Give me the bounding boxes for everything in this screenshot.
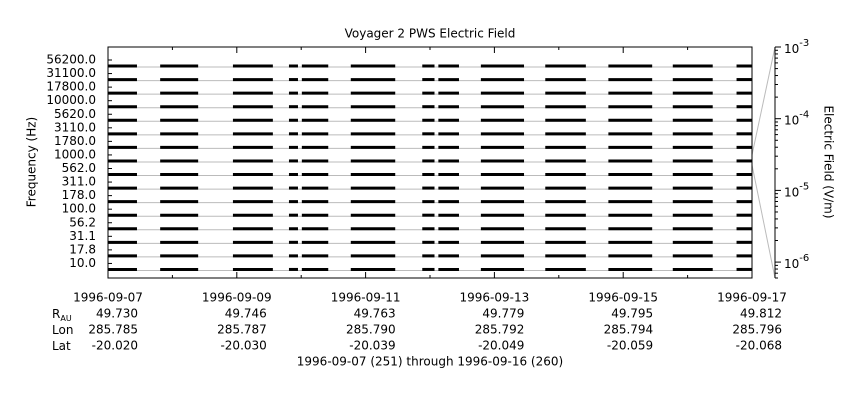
ephemeris-value: -20.039 [349, 339, 395, 353]
y-tick-label: 31.1 [69, 229, 96, 243]
y2-tick-label: 10-6 [784, 253, 809, 271]
ephemeris-value: 285.790 [346, 323, 396, 337]
x-tick-label: 1996-09-11 [331, 291, 401, 305]
ephemeris-value: 285.785 [88, 323, 138, 337]
ephemeris-value: -20.030 [220, 339, 266, 353]
y-tick-label: 17800.0 [46, 80, 96, 94]
x-tick-label: 1996-09-17 [717, 291, 787, 305]
ephemeris-value: -20.059 [607, 339, 653, 353]
y2-tick-exponent: -5 [799, 181, 809, 192]
ephemeris-value: 49.730 [96, 307, 138, 321]
y2-tick-base: 10 [784, 113, 799, 127]
ephemeris-value: -20.068 [736, 339, 782, 353]
ephemeris-label-text: Lat [52, 339, 71, 353]
y2-axis-label: Electric Field (V/m) [822, 105, 836, 218]
y-tick-label: 10.0 [69, 256, 96, 270]
y-tick-label: 1780.0 [54, 134, 96, 148]
ephemeris-value: 285.794 [604, 323, 654, 337]
y-tick-label: 562.0 [62, 161, 96, 175]
ephemeris-value: 49.795 [611, 307, 653, 321]
scale-connector [751, 46, 776, 156]
y-axis-label: Frequency (Hz) [25, 117, 39, 208]
y2-tick-exponent: -3 [799, 38, 809, 49]
chart-title: Voyager 2 PWS Electric Field [345, 27, 516, 41]
ephemeris-value: -20.049 [478, 339, 524, 353]
ephemeris-value: 49.763 [354, 307, 396, 321]
scale-connector [751, 164, 776, 279]
x-tick-label: 1996-09-13 [460, 291, 530, 305]
y-tick-label: 3110.0 [54, 120, 96, 134]
y-tick-label: 5620.0 [54, 107, 96, 121]
footer: 1996-09-07 (251) through 1996-09-16 (260… [297, 355, 563, 369]
y-tick-label: 17.8 [69, 242, 96, 256]
y-tick-label: 56200.0 [46, 53, 96, 67]
ephemeris-value: -20.020 [92, 339, 138, 353]
ephemeris-label-sub: AU [60, 314, 71, 323]
y2-tick-label: 10-4 [784, 110, 809, 128]
y-tick-label: 178.0 [62, 188, 96, 202]
y-tick-label: 311.0 [62, 175, 96, 189]
y2-tick-base: 10 [784, 185, 799, 199]
y-tick-label: 56.2 [69, 215, 96, 229]
y2-tick-base: 10 [784, 42, 799, 56]
y-tick-label: 31100.0 [46, 66, 96, 80]
y2-tick-label: 10-3 [784, 38, 809, 56]
ephemeris-value: 285.792 [475, 323, 525, 337]
ephemeris-value: 49.746 [225, 307, 267, 321]
y-tick-label: 1000.0 [54, 147, 96, 161]
ephemeris-value: 49.812 [740, 307, 782, 321]
y-tick-label: 100.0 [62, 202, 96, 216]
y2-tick-label: 10-5 [784, 181, 809, 199]
ephemeris-label: Lon [52, 323, 73, 337]
y2-tick-base: 10 [784, 257, 799, 271]
ephemeris-label: RAU [52, 307, 72, 323]
ephemeris-label: Lat [52, 339, 71, 353]
ephemeris-label-text: R [52, 307, 60, 321]
ephemeris-value: 285.796 [732, 323, 782, 337]
y2-tick-exponent: -6 [799, 253, 809, 264]
ephemeris-label-text: Lon [52, 323, 73, 337]
x-tick-label: 1996-09-15 [588, 291, 658, 305]
x-tick-label: 1996-09-07 [73, 291, 143, 305]
x-tick-label: 1996-09-09 [202, 291, 272, 305]
y2-tick-exponent: -4 [799, 110, 809, 121]
y-tick-label: 10000.0 [46, 93, 96, 107]
ephemeris-value: 49.779 [482, 307, 524, 321]
ephemeris-value: 285.787 [217, 323, 267, 337]
